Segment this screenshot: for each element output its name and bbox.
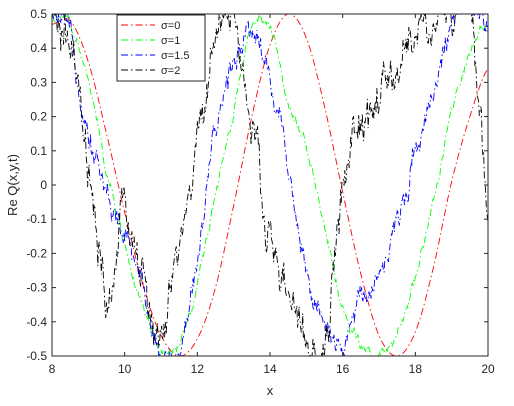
x-tick-label: 18 (409, 362, 423, 376)
legend-entry-label: σ=2 (161, 65, 180, 77)
series-line-1 (52, 14, 488, 356)
series-line-3 (52, 14, 488, 356)
legend-entry-label: σ=1 (161, 35, 180, 47)
y-tick-label: 0 (40, 178, 47, 192)
series-layer (52, 14, 488, 356)
y-tick-label: 0.2 (30, 110, 47, 124)
x-axis-label: x (267, 383, 274, 398)
x-tick-label: 8 (49, 362, 56, 376)
y-tick-label: 0.4 (30, 41, 47, 55)
y-tick-label: -0.3 (26, 281, 47, 295)
series-line-2 (52, 14, 488, 356)
y-tick-label: 0.1 (30, 144, 47, 158)
legend-entry-label: σ=0 (161, 20, 180, 32)
y-axis-label: Re Q(x,y,t) (5, 154, 20, 216)
x-tick-label: 20 (481, 362, 495, 376)
legend: σ=0 σ=1 σ=1.5 σ=2 (116, 14, 206, 82)
x-tick-label: 16 (336, 362, 350, 376)
ticks-layer: 8 10 12 14 16 18 20 -0.5 -0.4 -0.3 -0.2 -0.1 0 0.1 0.2… (26, 7, 495, 376)
series-line-4 (52, 14, 488, 356)
y-tick-label: -0.1 (26, 212, 47, 226)
y-tick-label: 0.3 (30, 75, 47, 89)
x-tick-label: 10 (118, 362, 132, 376)
y-tick-label: -0.4 (26, 315, 47, 329)
y-tick-label: 0.5 (30, 7, 47, 21)
legend-entry-label: σ=1.5 (161, 50, 190, 62)
y-tick-label: -0.5 (26, 349, 47, 363)
x-tick-label: 12 (191, 362, 205, 376)
y-tick-label: -0.2 (26, 246, 47, 260)
x-tick-label: 14 (263, 362, 277, 376)
